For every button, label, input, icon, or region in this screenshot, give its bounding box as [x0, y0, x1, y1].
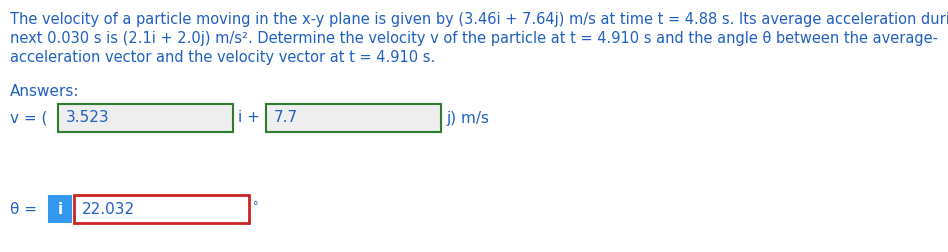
Text: Answers:: Answers:	[10, 84, 80, 99]
FancyBboxPatch shape	[58, 104, 233, 132]
Text: i: i	[58, 202, 63, 216]
FancyBboxPatch shape	[266, 104, 441, 132]
Text: 3.523: 3.523	[66, 110, 110, 125]
Text: next 0.030 s is (2.1i + 2.0j) m/s². Determine the velocity v of the particle at : next 0.030 s is (2.1i + 2.0j) m/s². Dete…	[10, 31, 938, 46]
Text: acceleration vector and the velocity vector at t = 4.910 s.: acceleration vector and the velocity vec…	[10, 50, 435, 65]
Text: The velocity of a particle moving in the x-y plane is given by (3.46i + 7.64j) m: The velocity of a particle moving in the…	[10, 12, 948, 27]
Text: 22.032: 22.032	[82, 202, 136, 216]
FancyBboxPatch shape	[48, 195, 72, 223]
Text: j) m/s: j) m/s	[446, 110, 489, 125]
Text: θ =: θ =	[10, 202, 42, 216]
FancyBboxPatch shape	[74, 195, 249, 223]
Text: i +: i +	[238, 110, 264, 125]
Text: v = (: v = (	[10, 110, 52, 125]
Text: 7.7: 7.7	[274, 110, 298, 125]
Text: °: °	[253, 201, 259, 211]
